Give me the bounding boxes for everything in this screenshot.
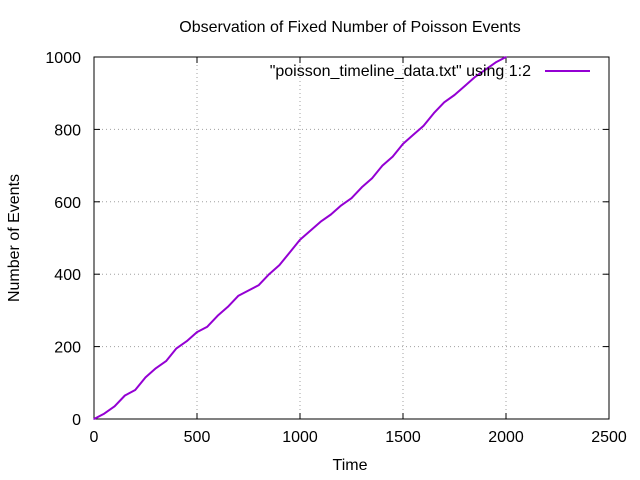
- plot-frame: [93, 56, 610, 420]
- data-point: [412, 134, 415, 136]
- y-tick-label: 200: [54, 340, 81, 357]
- chart-title: Observation of Fixed Number of Poisson E…: [179, 19, 521, 36]
- data-point: [422, 125, 425, 127]
- y-axis-label: Number of Events: [6, 174, 23, 302]
- data-point: [505, 56, 507, 58]
- x-tick-label: 1000: [282, 429, 318, 446]
- data-point: [268, 273, 270, 276]
- data-point: [474, 76, 476, 78]
- data-point: [433, 112, 435, 114]
- legend-label: "poisson_timeline_data.txt" using 1:2: [270, 63, 531, 80]
- data-point: [247, 289, 250, 292]
- x-tick-label: 2000: [488, 429, 524, 446]
- data-point: [299, 239, 301, 241]
- x-axis-label: Time: [333, 457, 368, 474]
- data-point: [103, 412, 106, 415]
- x-tick-label: 0: [90, 429, 99, 446]
- data-point: [494, 61, 497, 64]
- y-tick-label: 800: [54, 122, 81, 139]
- data-point: [124, 394, 126, 397]
- data-point: [361, 186, 363, 189]
- data-point: [453, 94, 456, 96]
- legend: "poisson_timeline_data.txt" using 1:2: [270, 63, 590, 80]
- data-point: [134, 389, 136, 391]
- data-point: [216, 315, 219, 317]
- data-point: [443, 101, 446, 104]
- data-point: [402, 143, 404, 145]
- x-tick-label: 2500: [591, 429, 627, 446]
- y-tick-label: 600: [54, 195, 81, 212]
- grid: [94, 57, 609, 419]
- data-point: [371, 177, 373, 180]
- data-point: [309, 230, 312, 232]
- series-group: [93, 56, 507, 420]
- data-point: [144, 376, 147, 379]
- data-point: [464, 85, 466, 87]
- data-point: [93, 418, 95, 420]
- data-point: [113, 405, 116, 408]
- data-point: [155, 367, 157, 370]
- data-point: [278, 264, 281, 266]
- y-tick-label: 1000: [45, 50, 81, 67]
- data-point: [330, 213, 332, 216]
- x-tick-label: 1500: [385, 429, 421, 446]
- data-point: [391, 155, 394, 158]
- data-point: [484, 68, 487, 71]
- data-point: [350, 197, 353, 199]
- y-axis: 0 200 400 600 800 1000: [45, 50, 609, 429]
- data-point: [185, 340, 188, 343]
- data-point: [258, 284, 260, 286]
- data-point: [196, 331, 198, 333]
- x-axis: 0 500 1000 1500 2000 2500: [90, 57, 627, 446]
- y-tick-label: 400: [54, 267, 81, 284]
- y-tick-label: 0: [72, 412, 81, 429]
- x-tick-label: 500: [184, 429, 211, 446]
- data-point: [381, 164, 384, 167]
- data-point: [237, 295, 239, 297]
- data-point: [165, 360, 167, 362]
- data-point: [175, 347, 178, 350]
- data-point: [206, 325, 209, 328]
- data-point: [227, 306, 229, 308]
- data-point: [340, 204, 343, 207]
- data-point: [288, 251, 291, 254]
- data-point: [319, 220, 322, 223]
